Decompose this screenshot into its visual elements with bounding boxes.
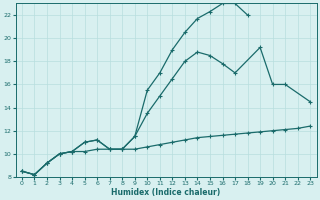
X-axis label: Humidex (Indice chaleur): Humidex (Indice chaleur)	[111, 188, 221, 197]
